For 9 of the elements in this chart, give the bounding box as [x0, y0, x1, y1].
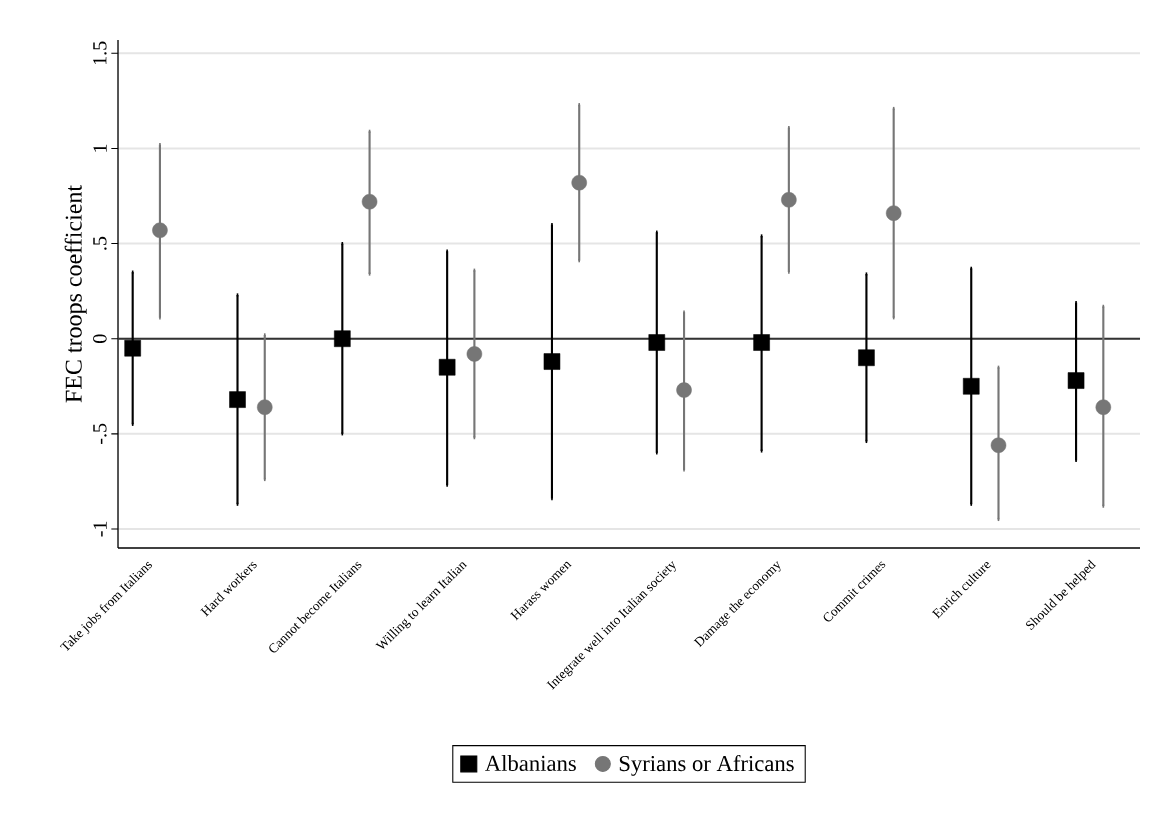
y-tick-label: 1 — [93, 144, 107, 152]
y-axis-title: FEC troops coefficient — [64, 185, 87, 403]
y-tick-label: -.5 — [93, 423, 107, 444]
y-tick-label: 0 — [93, 334, 107, 343]
legend-label: Syrians or Africans — [619, 754, 794, 776]
y-tick-label: 1.5 — [93, 41, 107, 65]
y-tick-label: .5 — [93, 236, 107, 250]
y-tick-label: -1 — [93, 521, 107, 537]
legend-label: Albanians — [485, 755, 576, 772]
